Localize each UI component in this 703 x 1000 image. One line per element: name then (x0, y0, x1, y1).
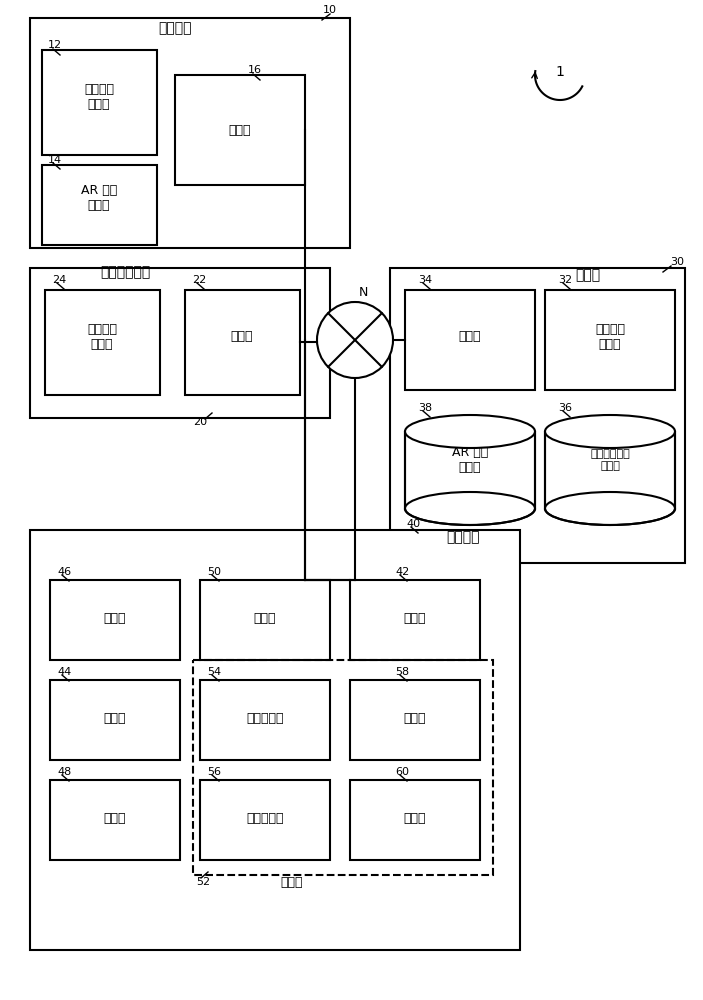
Text: 56: 56 (207, 767, 221, 777)
Text: 54: 54 (207, 667, 221, 677)
Text: 58: 58 (395, 667, 409, 677)
Text: 24: 24 (52, 275, 66, 285)
Text: 通信部: 通信部 (459, 330, 482, 344)
Text: 20: 20 (193, 417, 207, 427)
Bar (350, 780, 480, 860)
Text: 14: 14 (48, 155, 62, 165)
Text: 图像取得部: 图像取得部 (246, 712, 284, 724)
Text: 通信部: 通信部 (228, 123, 251, 136)
Bar (350, 680, 480, 760)
Text: 智能终端: 智能终端 (446, 530, 480, 544)
Text: 显示部: 显示部 (104, 611, 127, 624)
Text: 操作部: 操作部 (104, 712, 127, 724)
Text: 36: 36 (558, 403, 572, 413)
Text: 通信部: 通信部 (231, 330, 253, 344)
Bar (200, 580, 330, 660)
Bar (545, 432, 675, 508)
Text: 42: 42 (395, 567, 409, 577)
Text: 48: 48 (57, 767, 71, 777)
Text: 存储部: 存储部 (104, 812, 127, 824)
Text: 22: 22 (192, 275, 206, 285)
Text: 44: 44 (57, 667, 71, 677)
Text: 52: 52 (196, 877, 210, 887)
Bar (185, 290, 300, 395)
Text: 10: 10 (323, 5, 337, 15)
Text: 计算部: 计算部 (404, 712, 426, 724)
Text: 主计算机: 主计算机 (158, 21, 192, 35)
Circle shape (317, 302, 393, 378)
Text: AR 信息
制作部: AR 信息 制作部 (81, 184, 117, 212)
Bar (545, 290, 675, 390)
Text: 1: 1 (555, 65, 565, 79)
Bar (200, 780, 330, 860)
Text: 32: 32 (558, 275, 572, 285)
Text: 12: 12 (48, 40, 62, 50)
Ellipse shape (405, 492, 535, 525)
Bar (175, 75, 305, 185)
Bar (405, 290, 535, 390)
Bar (50, 580, 180, 660)
Text: 打印数据
输出部: 打印数据 输出部 (87, 323, 117, 351)
Text: 服务器: 服务器 (575, 268, 600, 282)
Bar (30, 268, 330, 418)
Text: 置换部: 置换部 (404, 812, 426, 824)
Text: 16: 16 (248, 65, 262, 75)
Text: 50: 50 (207, 567, 221, 577)
Text: AR 信息
存储部: AR 信息 存储部 (452, 446, 488, 474)
Bar (30, 530, 520, 950)
Text: N: N (359, 286, 368, 300)
Bar (42, 50, 157, 155)
Text: 显示数据
制作部: 显示数据 制作部 (595, 323, 625, 351)
Ellipse shape (545, 492, 675, 525)
Text: 38: 38 (418, 403, 432, 413)
Text: 40: 40 (406, 519, 420, 529)
Bar (193, 660, 493, 875)
Text: 34: 34 (418, 275, 432, 285)
Text: 通信部: 通信部 (404, 611, 426, 624)
Text: 摄像部: 摄像部 (254, 611, 276, 624)
Text: 图像形成装置: 图像形成装置 (100, 265, 150, 279)
Text: 控制部: 控制部 (280, 876, 302, 888)
Text: 原始打印数据
存储部: 原始打印数据 存储部 (590, 449, 630, 471)
Ellipse shape (405, 415, 535, 448)
Text: 打印数据
制作部: 打印数据 制作部 (84, 83, 114, 111)
Ellipse shape (545, 415, 675, 448)
Bar (50, 780, 180, 860)
Bar (390, 268, 685, 563)
Bar (42, 165, 157, 245)
Text: 60: 60 (395, 767, 409, 777)
Bar (45, 290, 160, 395)
Bar (30, 18, 350, 248)
Bar (50, 680, 180, 760)
Bar (405, 432, 535, 508)
Text: 信息取得部: 信息取得部 (246, 812, 284, 824)
Bar (200, 680, 330, 760)
Text: 30: 30 (670, 257, 684, 267)
Bar (350, 580, 480, 660)
Text: 46: 46 (57, 567, 71, 577)
